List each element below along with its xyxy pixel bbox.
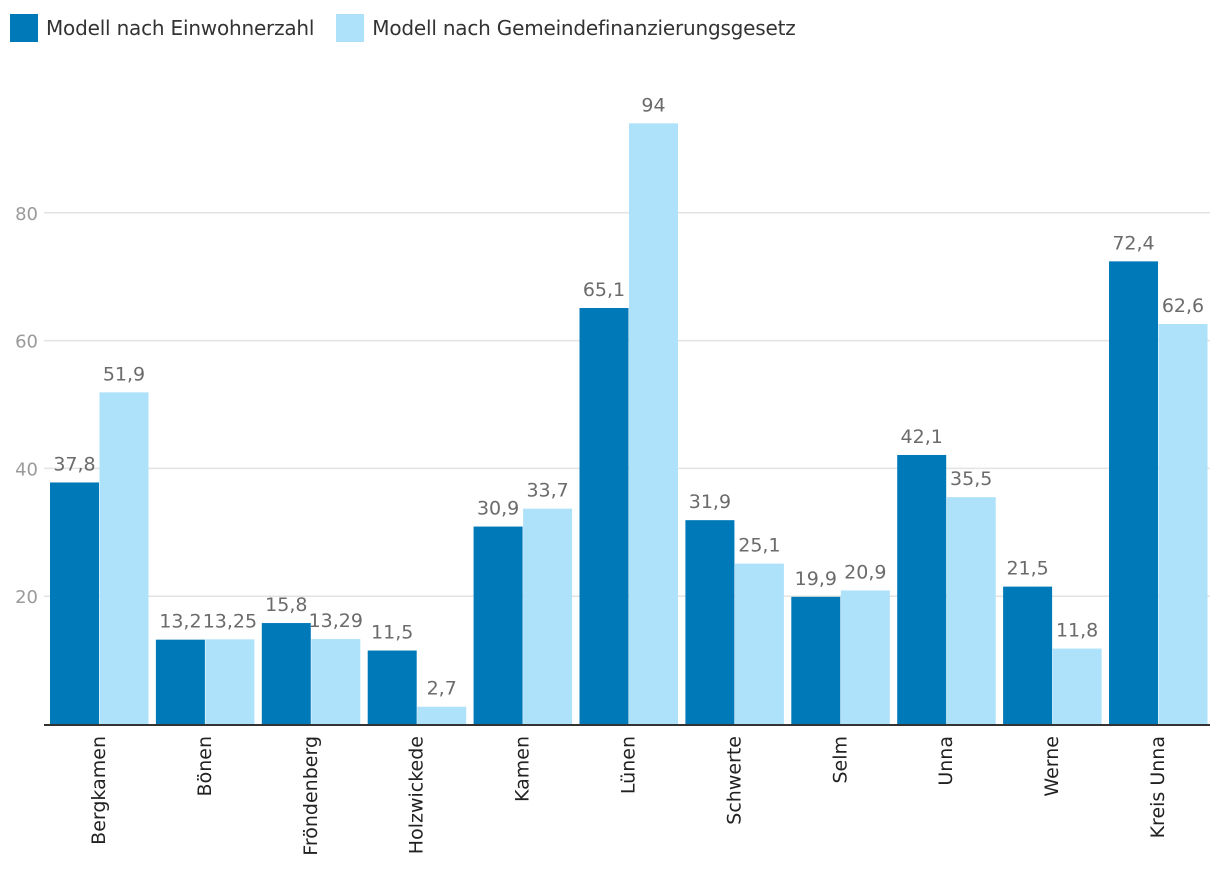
- legend-label-einwohnerzahl: Modell nach Einwohnerzahl: [46, 16, 315, 40]
- data-label-0-3: 11,5: [371, 622, 413, 644]
- category-label-8: Unna: [935, 736, 957, 786]
- bar-gemeindefinanzierungsgesetz-9[interactable]: [1052, 648, 1102, 724]
- category-label-4: Kamen: [512, 736, 534, 802]
- bar-gemeindefinanzierungsgesetz-10[interactable]: [1158, 323, 1208, 724]
- data-label-1-0: 51,9: [103, 363, 145, 385]
- category-label-1: Bönen: [194, 736, 216, 796]
- data-label-0-6: 31,9: [689, 491, 731, 513]
- bar-gemeindefinanzierungsgesetz-5[interactable]: [629, 123, 678, 725]
- bar-gemeindefinanzierungsgesetz-3[interactable]: [417, 706, 467, 724]
- category-label-9: Werne: [1041, 736, 1063, 797]
- y-tick-label-20: 20: [15, 587, 38, 608]
- category-label-5: Lünen: [618, 736, 640, 794]
- bars: [50, 123, 1208, 725]
- data-label-1-8: 35,5: [950, 468, 992, 490]
- data-label-1-1: 13,25: [203, 610, 257, 632]
- data-label-1-5: 94: [641, 94, 665, 116]
- bar-einwohnerzahl-5[interactable]: [579, 308, 629, 724]
- data-labels: 37,8 51,9 13,2 13,25 15,813,29 11,5 2,7 30,9 33,…: [53, 94, 1204, 699]
- bar-einwohnerzahl-6[interactable]: [685, 520, 735, 724]
- bar-einwohnerzahl-4[interactable]: [473, 526, 523, 724]
- y-tick-label-60: 60: [15, 332, 38, 353]
- legend-item-einwohnerzahl[interactable]: Modell nach Einwohnerzahl: [10, 14, 314, 42]
- bar-einwohnerzahl-0[interactable]: [50, 482, 99, 724]
- category-label-3: Holzwickede: [406, 736, 428, 854]
- data-label-1-6: 25,1: [738, 535, 780, 557]
- bar-einwohnerzahl-2[interactable]: [261, 623, 311, 724]
- category-label-6: Schwerte: [723, 736, 745, 825]
- data-label-0-0: 37,8: [53, 453, 95, 475]
- bar-einwohnerzahl-3[interactable]: [367, 650, 417, 724]
- data-label-0-9: 21,5: [1006, 558, 1048, 580]
- legend-swatch-gemeindefinanzierungsgesetz: [336, 14, 365, 42]
- bar-gemeindefinanzierungsgesetz-0[interactable]: [99, 392, 149, 724]
- category-label-7: Selm: [829, 736, 851, 784]
- bar-gemeindefinanzierungsgesetz-6[interactable]: [734, 563, 784, 724]
- category-label-10: Kreis Unna: [1147, 736, 1169, 838]
- y-tick-label-80: 80: [15, 204, 38, 225]
- data-label-0-7: 19,9: [795, 568, 837, 590]
- data-label-0-1: 13,2: [159, 611, 201, 633]
- category-label-2: Fröndenberg: [300, 736, 322, 856]
- chart-legend: Modell nach Einwohnerzahl Modell nach Ge…: [10, 14, 818, 42]
- data-label-1-7: 20,9: [844, 561, 886, 583]
- bar-gemeindefinanzierungsgesetz-2[interactable]: [311, 639, 361, 724]
- bar-einwohnerzahl-7[interactable]: [791, 596, 841, 724]
- data-label-0-10: 72,4: [1112, 232, 1154, 254]
- category-label-0: Bergkamen: [88, 736, 110, 845]
- data-label-1-3: 2,7: [427, 678, 457, 700]
- bar-einwohnerzahl-1[interactable]: [155, 639, 205, 724]
- bar-gemeindefinanzierungsgesetz-7[interactable]: [840, 590, 890, 724]
- bar-gemeindefinanzierungsgesetz-8[interactable]: [946, 497, 996, 724]
- y-tick-label-40: 40: [15, 459, 38, 480]
- bar-gemeindefinanzierungsgesetz-4[interactable]: [523, 508, 573, 724]
- bar-gemeindefinanzierungsgesetz-1[interactable]: [205, 639, 255, 724]
- legend-swatch-einwohnerzahl: [10, 14, 38, 42]
- bar-einwohnerzahl-10[interactable]: [1109, 261, 1158, 724]
- bar-einwohnerzahl-8[interactable]: [897, 454, 947, 724]
- data-label-0-4: 30,9: [477, 498, 519, 520]
- data-label-1-4: 33,7: [526, 480, 568, 502]
- data-label-0-8: 42,1: [901, 426, 943, 448]
- category-labels: Bergkamen Bönen Fröndenberg Holzwickede Kame…: [88, 736, 1169, 856]
- data-label-1-2: 13,29: [309, 610, 363, 632]
- bar-einwohnerzahl-9[interactable]: [1003, 586, 1053, 724]
- data-label-1-10: 62,6: [1162, 295, 1204, 317]
- data-label-0-2: 15,8: [265, 594, 307, 616]
- data-label-0-5: 65,1: [583, 279, 625, 301]
- data-label-1-9: 11,8: [1056, 620, 1098, 642]
- legend-label-gemeindefinanzierungsgesetz: Modell nach Gemeindefinanzierungsgesetz: [372, 16, 796, 40]
- legend-item-gemeindefinanzierungsgesetz[interactable]: Modell nach Gemeindefinanzierungsgesetz: [336, 14, 796, 42]
